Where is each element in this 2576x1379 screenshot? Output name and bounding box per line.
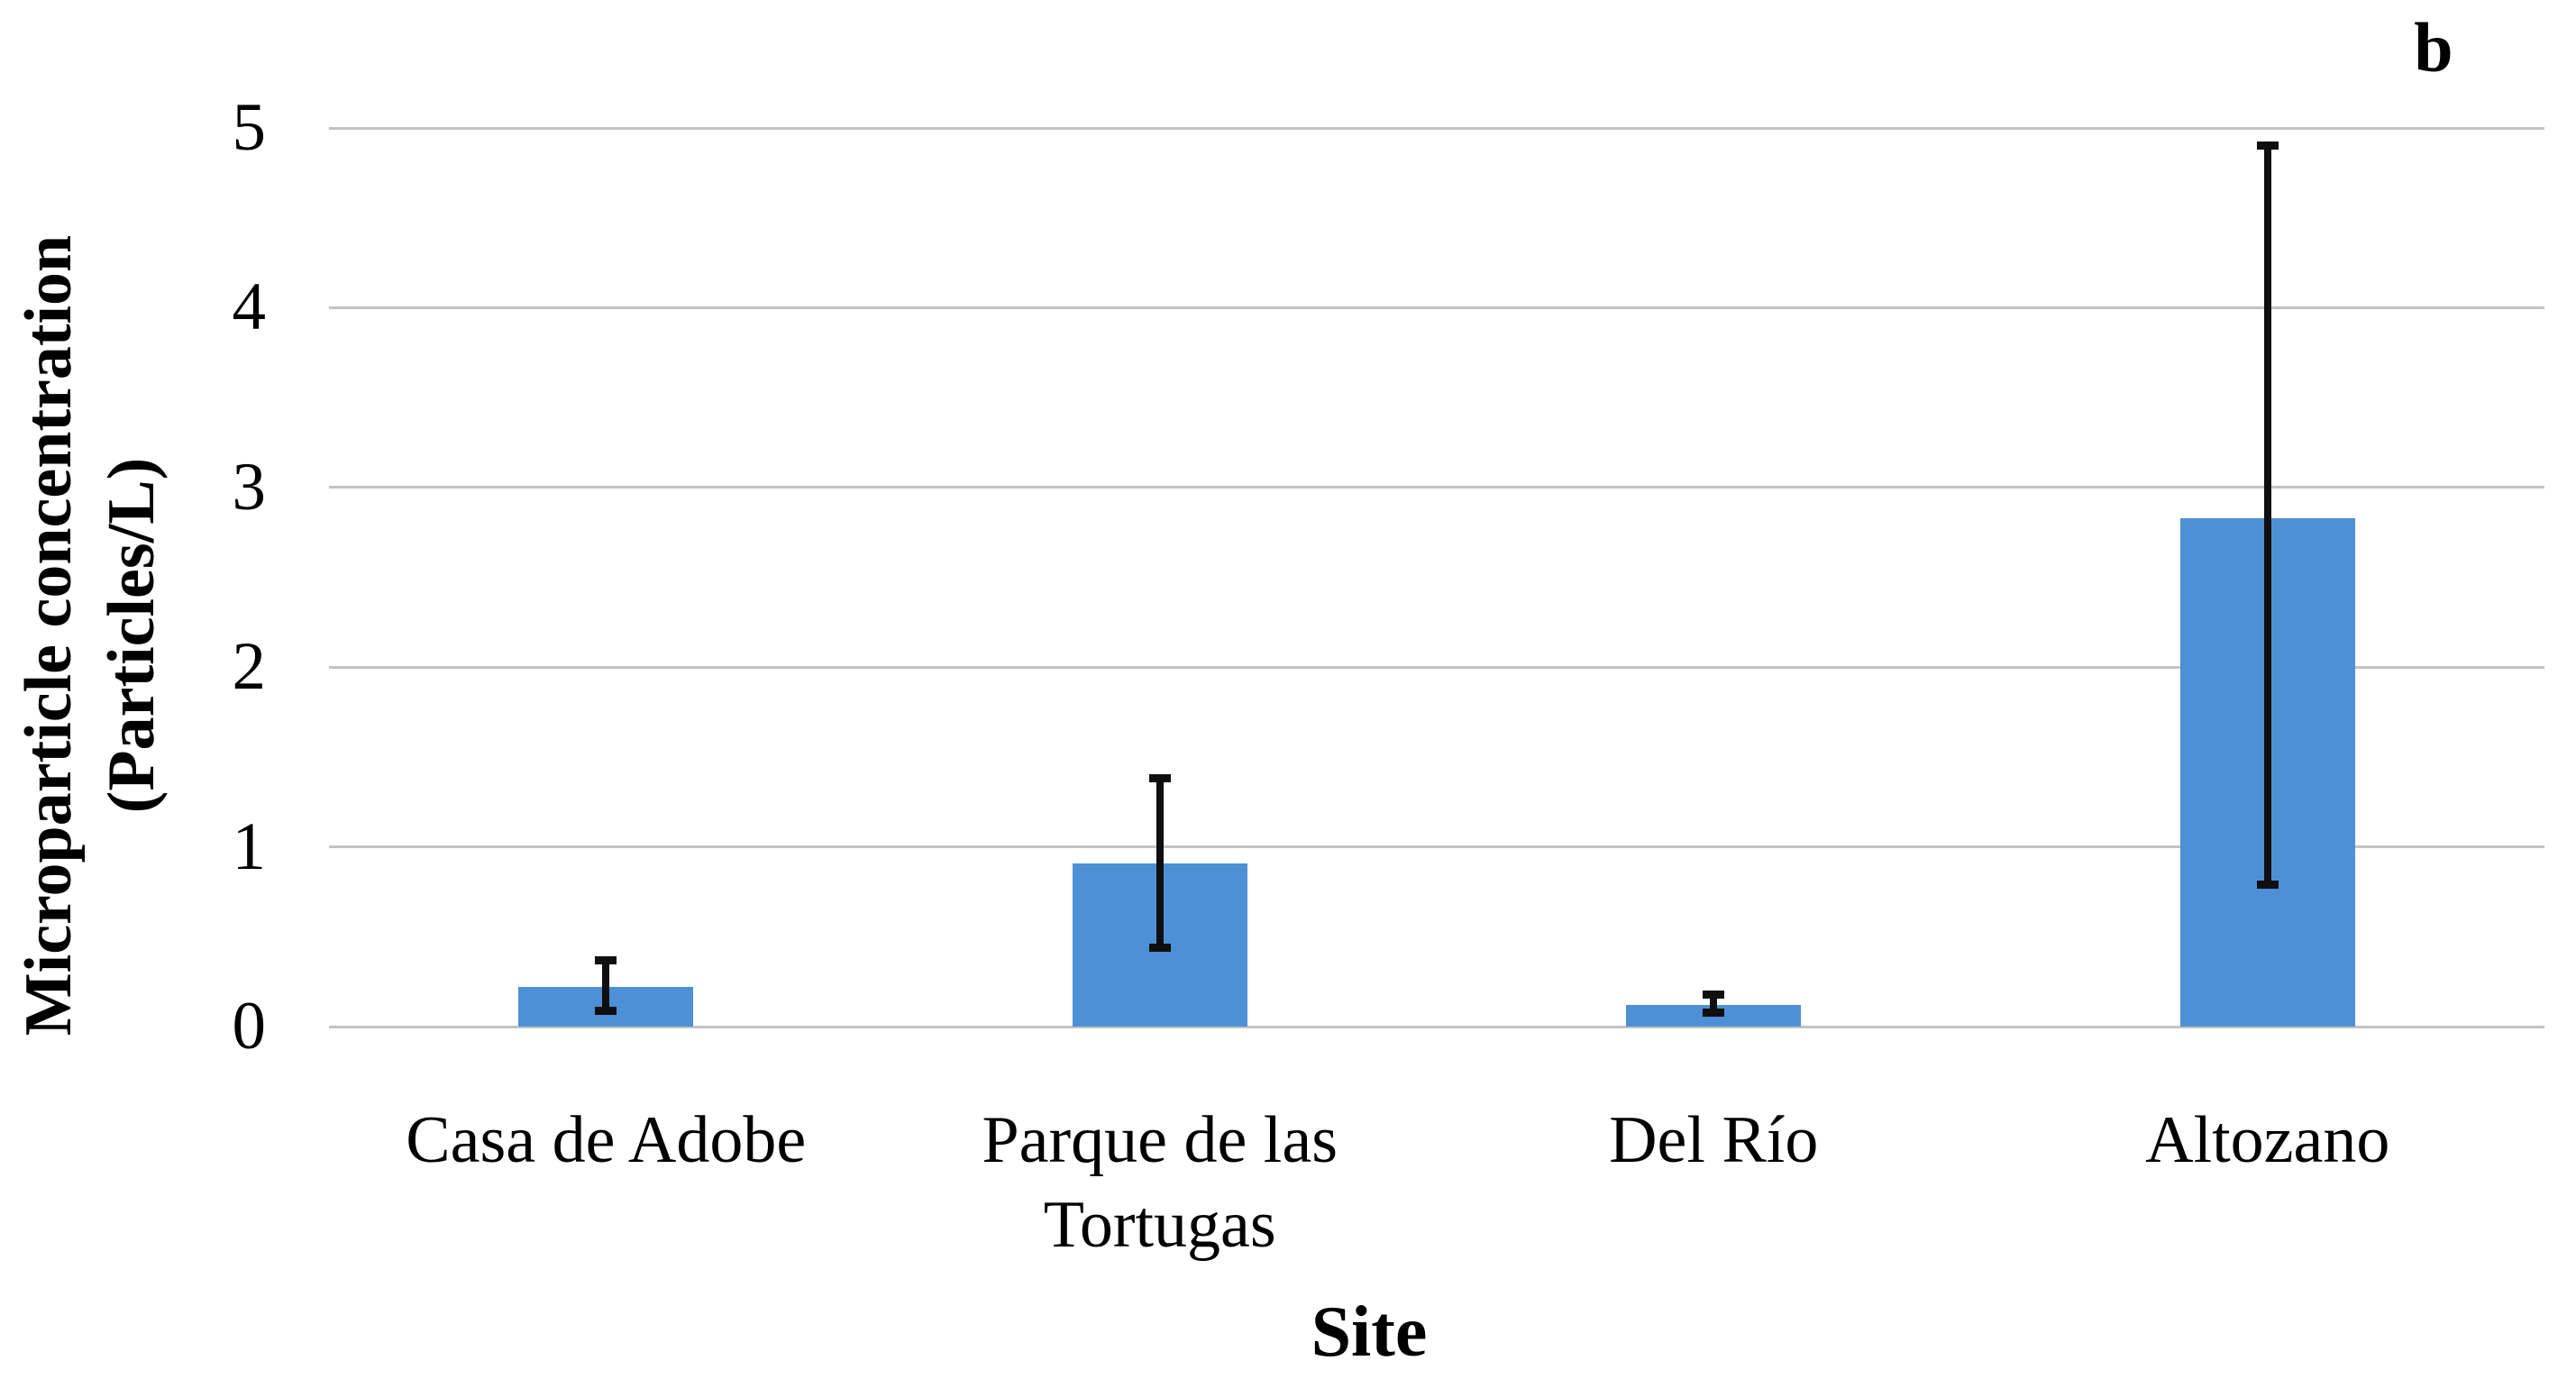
y-tick-label-5: 5 <box>232 90 267 165</box>
error-bar-cap-low-3 <box>2256 880 2279 889</box>
error-bar-line-0 <box>602 960 610 1011</box>
category-label-1: Parque de las Tortugas <box>872 1098 1448 1267</box>
error-bar-cap-low-0 <box>595 1006 617 1015</box>
error-bar-cap-high-3 <box>2256 142 2279 151</box>
error-bar-cap-high-2 <box>1703 990 1725 999</box>
y-axis-title-line1: Microparticle concentration <box>12 234 86 1037</box>
panel-letter: b <box>2414 8 2453 87</box>
y-tick-label-0: 0 <box>232 989 267 1064</box>
category-label-0: Casa de Adobe <box>317 1098 894 1183</box>
category-label-line: Altozano <box>2145 1103 2390 1177</box>
y-tick-label-3: 3 <box>232 449 267 525</box>
gridline-y-3 <box>329 486 2544 489</box>
category-label-3: Altozano <box>1979 1098 2556 1183</box>
error-bar-cap-high-1 <box>1148 774 1171 783</box>
y-tick-label-4: 4 <box>232 269 267 345</box>
category-label-line: Tortugas <box>1043 1188 1276 1262</box>
y-tick-label-1: 1 <box>232 808 267 884</box>
error-bar-line-3 <box>2263 145 2271 885</box>
gridline-y-5 <box>329 126 2544 130</box>
gridline-y-4 <box>329 306 2544 309</box>
error-bar-cap-low-1 <box>1148 943 1171 952</box>
error-bar-cap-high-0 <box>595 955 617 964</box>
gridline-y-1 <box>329 845 2544 849</box>
category-label-2: Del Río <box>1425 1098 2002 1183</box>
gridline-y-2 <box>329 665 2544 669</box>
error-bar-line-1 <box>1156 778 1164 948</box>
category-label-line: Parque de las <box>982 1103 1338 1177</box>
gridline-y-0 <box>329 1025 2544 1028</box>
y-tick-label-2: 2 <box>232 629 267 705</box>
category-label-line: Del Río <box>1609 1103 1819 1177</box>
category-label-line: Casa de Adobe <box>406 1103 807 1177</box>
plot-area <box>329 126 2544 1028</box>
error-bar-cap-low-2 <box>1703 1008 1725 1017</box>
error-bar-line-2 <box>1710 994 1718 1013</box>
x-axis-title: Site <box>1311 1292 1428 1372</box>
